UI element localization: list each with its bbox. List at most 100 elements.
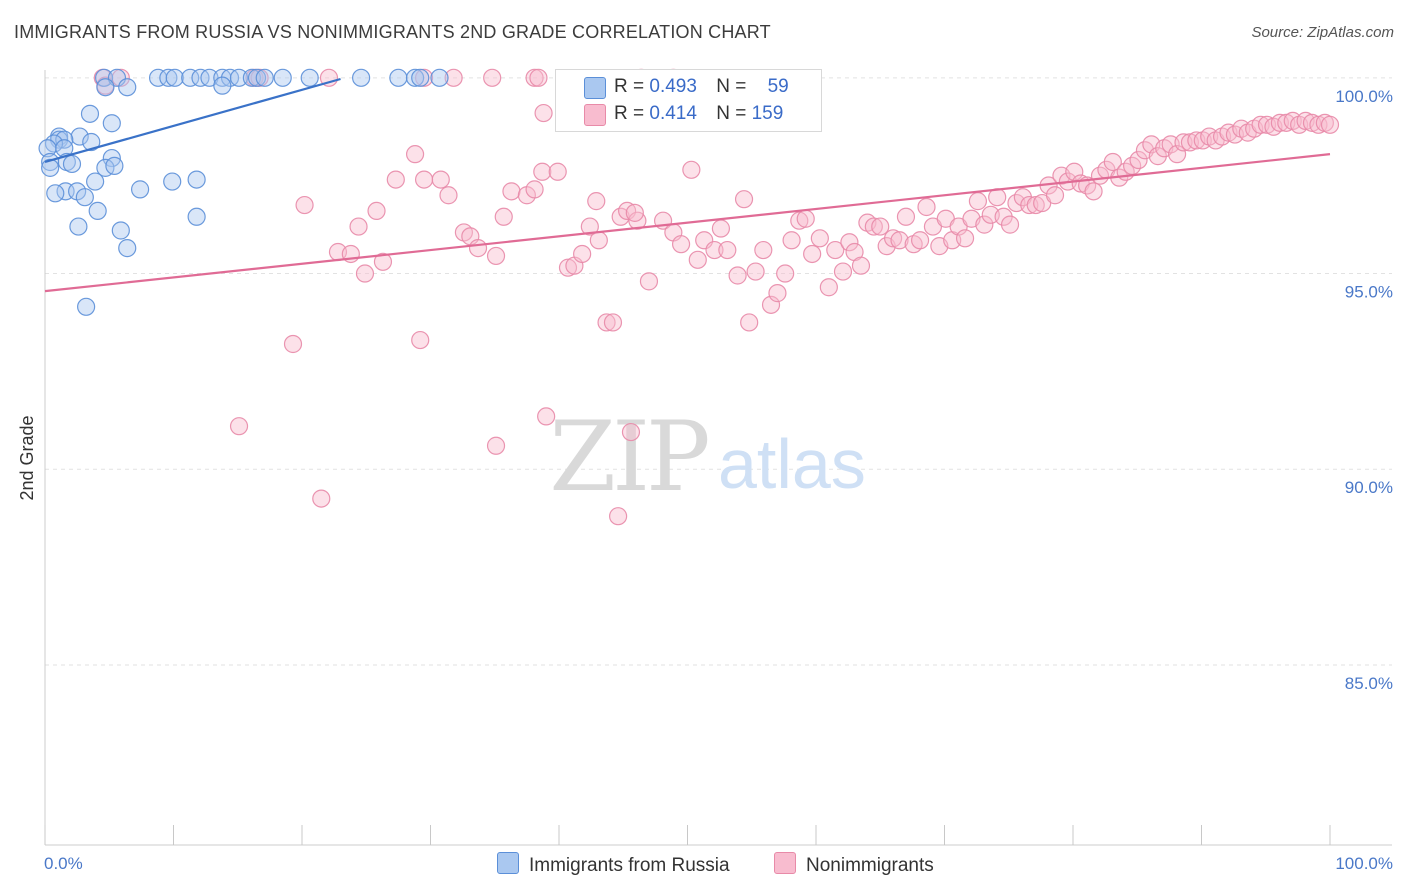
y-tick-labels: 100.0% 95.0% 90.0% 85.0% [1335,87,1393,693]
nonimmigrant-point-157 [589,231,608,250]
nonimmigrant-point-75 [851,256,871,275]
nonimmigrant-point-65 [782,231,801,250]
axes [44,70,1392,846]
russia-point-24 [80,104,100,123]
russia-point-46 [163,172,182,191]
russia-point-38 [96,158,115,177]
russia-point-0 [95,68,114,87]
nonimmigrant-point-58 [734,190,754,209]
watermark-atlas: atlas [718,425,866,503]
russia-point-45 [130,180,150,199]
x-tick-label-1: 100.0% [1335,854,1393,873]
nonimmigrant-point-51 [682,160,701,179]
nonimmigrant-point-93 [968,192,988,211]
legend-blue-n-value: 59 [767,76,789,97]
russia-point-26 [70,127,89,146]
nonimmigrant-point-77 [864,217,883,236]
y-tick-label-0: 100.0% [1335,87,1393,106]
nonimmigrant-point-55 [711,219,731,238]
nonimmigrant-point-56 [718,240,737,260]
legend-swatch-pink [584,104,606,126]
nonimmigrant-point-31 [494,207,513,226]
nonimmigrant-point-62 [761,295,781,314]
legend: R = 0.493 N = 59 R = 0.414 N = 159 [555,69,822,132]
russia-trend-line [44,77,341,164]
nonimmigrant-point-111 [1084,182,1103,201]
russia-point-13 [255,68,274,87]
nonimmigrant-point-34 [525,180,544,199]
russia-point-3 [159,68,178,87]
y-tick-label-2: 90.0% [1345,478,1393,497]
nonimmigrant-point-105 [1045,186,1065,205]
nonimmigrant-point-42 [597,313,616,332]
nonimmigrant-point-20 [367,201,386,221]
nonimmigrant-point-9 [525,68,544,87]
nonimmigrant-point-61 [754,240,773,260]
nonimmigrant-point-32 [502,182,521,201]
nonimmigrant-point-151 [229,417,249,436]
nonimmigrant-point-71 [826,240,845,260]
nonimmigrant-point-145 [1302,113,1322,132]
nonimmigrant-point-66 [790,211,809,230]
nonimmigrant-point-41 [587,192,606,211]
nonimmigrant-point-91 [955,229,975,248]
russia-point-19 [411,68,430,87]
nonimmigrant-point-149 [283,334,303,354]
nonimmigrant-point-63 [768,284,787,303]
russia-point-53 [118,238,137,258]
russia-point-54 [77,297,96,316]
nonimmigrant-point-21 [373,252,393,271]
nonimmigrant-point-59 [740,313,759,332]
nonimmigrant-point-70 [819,278,838,297]
russia-point-51 [69,217,88,236]
nonimmigrant-point-114 [1103,152,1122,172]
nonimmigrant-point-50 [671,235,691,254]
nonimmigrant-point-39 [573,244,592,264]
russia-point-22 [96,78,115,97]
russia-point-43 [46,184,65,203]
nonimmigrant-point-154 [621,422,641,442]
gridlines [45,77,1392,666]
chart-title: IMMIGRANTS FROM RUSSIA VS NONIMMIGRANTS … [14,22,771,42]
legend-blue-n-label: N = [716,76,752,97]
nonimmigrant-point-7 [444,68,463,87]
nonimmigrant-point-37 [558,258,578,277]
russia-point-48 [75,188,94,207]
russia-point-18 [405,68,425,87]
nonimmigrant-point-69 [810,229,829,248]
russia-points [38,68,449,316]
nonimmigrant-point-156 [609,507,628,526]
y-tick-label-3: 85.0% [1345,674,1393,693]
nonimmigrant-point-153 [537,407,556,426]
nonimmigrant-point-81 [890,231,909,250]
watermark: ZIP atlas [549,401,865,513]
russia-point-44 [86,172,105,191]
legend-pink-n-value: 159 [751,103,784,124]
nonimmigrant-point-80 [883,229,903,248]
legend-pink-r-value: 0.414 [649,103,697,124]
nonimmigrant-point-24 [414,170,434,189]
nonimmigrant-point-67 [796,209,815,228]
nonimmigrant-point-10 [529,68,548,87]
russia-point-52 [111,221,130,240]
russia-point-47 [187,170,206,189]
nonimmigrant-point-124 [1167,145,1187,164]
nonimmigrant-point-15 [295,195,314,215]
nonimmigrant-point-35 [533,162,552,181]
russia-point-10 [229,68,249,87]
russia-point-49 [88,201,107,221]
bottom-legend-pink: Nonimmigrants [774,852,934,877]
russia-point-5 [181,68,200,87]
nonimmigrant-point-19 [355,264,375,283]
russia-point-16 [352,68,371,87]
nonimmigrant-point-23 [405,145,425,164]
source-label: Source: ZipAtlas.com [1251,24,1394,41]
nonimmigrants-points [93,68,1340,526]
nonimmigrant-point-60 [746,262,765,281]
russia-point-12 [247,68,267,87]
bottom-legend-blue: Immigrants from Russia [497,852,730,877]
russia-point-50 [187,207,206,226]
nonimmigrant-point-152 [486,436,506,455]
russia-point-14 [273,68,292,87]
nonimmigrant-point-158 [625,203,644,222]
